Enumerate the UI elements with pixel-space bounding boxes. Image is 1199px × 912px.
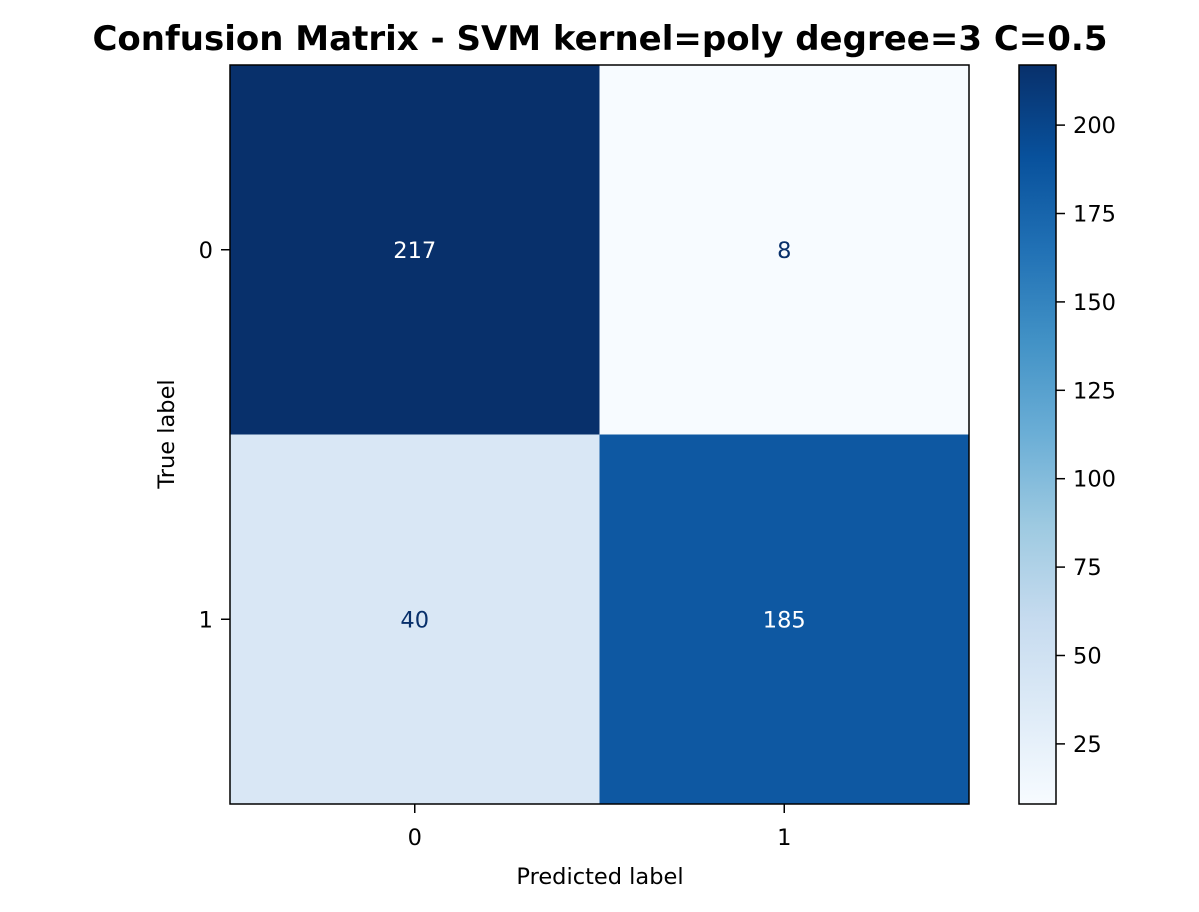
y-axis-ticks: 01 xyxy=(199,238,230,633)
cell-value-r0-c0: 217 xyxy=(393,238,436,264)
cell-value-r1-c1: 185 xyxy=(763,607,806,633)
colorbar-tick-label-175: 175 xyxy=(1073,202,1116,228)
x-tick-label-0: 0 xyxy=(408,825,422,851)
heatmap-cell-r1-c0 xyxy=(230,434,600,805)
heatmap-cell-labels: 217 8 40 185 xyxy=(393,238,805,634)
heatmap-cell-r0-c1 xyxy=(599,65,970,435)
colorbar-tick-label-100: 100 xyxy=(1073,467,1116,493)
y-tick-label-0: 0 xyxy=(199,238,213,264)
x-axis-label: Predicted label xyxy=(516,864,683,890)
chart-title: Confusion Matrix - SVM kernel=poly degre… xyxy=(92,19,1107,59)
colorbar xyxy=(1018,64,1057,805)
colorbar-tick-label-125: 125 xyxy=(1073,378,1116,404)
y-axis-label: True label xyxy=(154,379,180,489)
colorbar-tick-label-200: 200 xyxy=(1073,113,1116,139)
heatmap-cell-r0-c0 xyxy=(230,65,600,435)
colorbar-tick-label-150: 150 xyxy=(1073,290,1116,316)
plot-frame xyxy=(229,64,970,805)
colorbar-ticks: 25 50 75 100 125 150 175 200 xyxy=(1056,113,1116,758)
colorbar-tick-label-50: 50 xyxy=(1073,643,1102,669)
y-tick-label-1: 1 xyxy=(199,607,213,633)
heatmap-cell-r1-c1 xyxy=(599,434,970,805)
cell-value-r0-c1: 8 xyxy=(777,238,791,264)
x-tick-label-1: 1 xyxy=(777,825,791,851)
colorbar-tick-label-25: 25 xyxy=(1073,732,1102,758)
heatmap-cells xyxy=(230,65,970,805)
cell-value-r1-c0: 40 xyxy=(400,607,429,633)
colorbar-tick-label-75: 75 xyxy=(1073,555,1102,581)
